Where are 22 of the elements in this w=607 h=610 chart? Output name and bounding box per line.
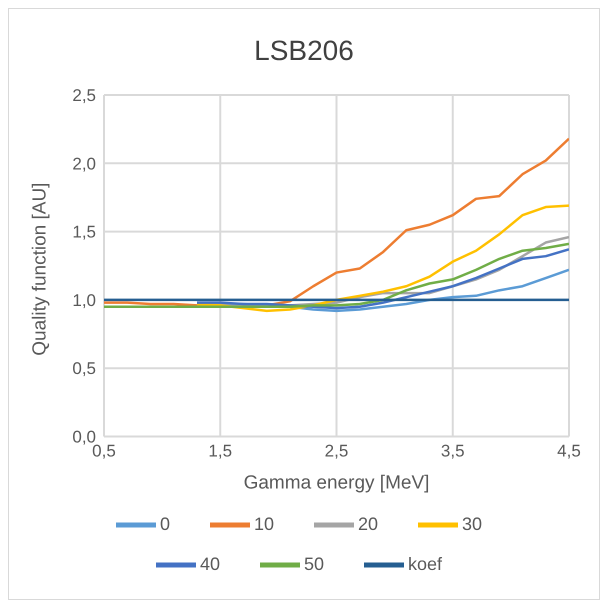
y-tick-label: 2,0 xyxy=(72,154,96,174)
legend-label: 30 xyxy=(462,514,482,534)
x-tick-label: 4,5 xyxy=(557,442,581,461)
line-series xyxy=(196,248,569,310)
x-tick-label: 3,5 xyxy=(440,442,465,461)
y-tick-label: 2,5 xyxy=(72,86,96,106)
y-tick-label: 1,0 xyxy=(72,290,96,310)
legend-label: 40 xyxy=(200,554,220,574)
x-tick-label: 0,5 xyxy=(92,442,116,461)
y-tick-label: 0,5 xyxy=(72,359,96,378)
chart-title: LSB206 xyxy=(253,35,355,68)
y-tick-label: 1,5 xyxy=(72,222,96,242)
line-series xyxy=(104,242,569,308)
legend-label: 20 xyxy=(358,514,378,534)
x-axis-title: Gamma energy [MeV] xyxy=(244,472,430,494)
legend-label: 50 xyxy=(304,554,324,574)
legend-label: koef xyxy=(408,554,442,574)
legend-label: 10 xyxy=(254,514,274,534)
x-tick-label: 2,5 xyxy=(324,442,348,461)
y-axis-title: Quality function [AU] xyxy=(30,182,51,356)
x-tick-label: 1,5 xyxy=(208,442,232,461)
legend-label: 0 xyxy=(160,514,170,534)
